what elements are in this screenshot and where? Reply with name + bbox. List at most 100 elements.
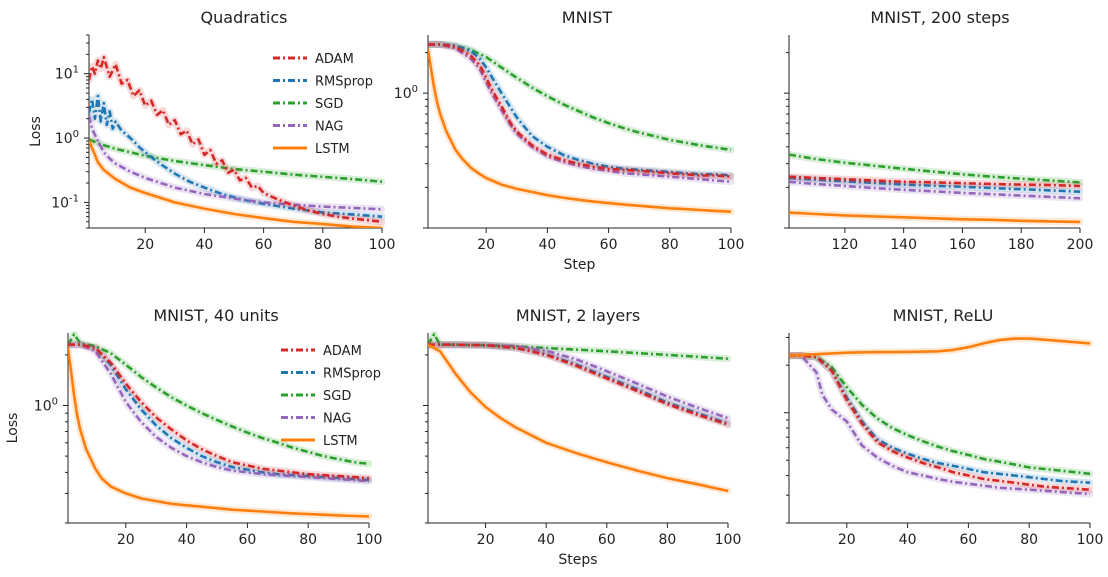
series-line-nag [428, 43, 732, 184]
series-band-adam [89, 53, 385, 226]
legend: ADAM RMSprop SGD NAG LSTM [281, 344, 381, 449]
series-line-sgd [428, 333, 729, 360]
y-tick-exponent: 0 [73, 129, 79, 140]
series-group [428, 40, 734, 216]
legend-label-sgd: SGD [323, 389, 351, 404]
x-tick-label: 100 [1077, 532, 1104, 548]
series-line-nag [89, 115, 383, 211]
panel-2: MNIST 20 40 60 80 100 100 Step [394, 8, 745, 273]
y-tick-exponent: 0 [52, 397, 58, 408]
x-tick-label: 80 [299, 532, 317, 548]
series-line-adam [789, 175, 1081, 188]
series-line-adam [68, 343, 370, 480]
legend-label-adam: ADAM [315, 52, 354, 67]
series-group [428, 330, 731, 495]
legend: ADAM RMSprop SGD NAG LSTM [273, 52, 373, 157]
x-tick-label: 40 [899, 532, 917, 548]
y-tick-exponent: -1 [69, 193, 79, 204]
x-tick-label: 60 [600, 237, 618, 253]
panel-title: MNIST, ReLU [893, 306, 994, 325]
panel-6: MNIST, ReLU 20 40 60 80 100 [784, 306, 1103, 548]
y-tick-exponent: 0 [412, 84, 418, 95]
x-axis-label: Steps [558, 552, 597, 568]
x-tick-label: 140 [890, 237, 917, 253]
y-tick-label: 100 [34, 397, 58, 415]
x-tick-label: 120 [831, 237, 858, 253]
series-group [68, 330, 372, 520]
panel-4: MNIST, 40 units 20 40 60 80 100 100 Loss ADAM RMS… [5, 306, 382, 548]
x-tick-label: 60 [598, 532, 616, 548]
series-group [789, 151, 1083, 226]
series-line-lstm [89, 140, 383, 228]
legend-label-adam: ADAM [323, 344, 362, 359]
series-line-rmsprop [789, 354, 1091, 484]
series-line-nag [789, 354, 1091, 496]
legend-label-sgd: SGD [315, 97, 343, 112]
x-tick-label: 40 [178, 532, 196, 548]
panel-title: MNIST, 40 units [153, 306, 278, 325]
series-line-nag [68, 343, 370, 483]
x-tick-label: 40 [196, 237, 214, 253]
series-line-nag [789, 180, 1081, 200]
series-group [89, 53, 385, 228]
y-tick-label: 100 [55, 129, 79, 147]
x-tick-label: 100 [356, 532, 383, 548]
x-tick-label: 20 [477, 532, 495, 548]
x-tick-label: 100 [718, 237, 745, 253]
x-tick-label: 80 [314, 237, 332, 253]
x-tick-label: 60 [959, 532, 977, 548]
legend-label-rmsprop: RMSprop [315, 75, 373, 90]
legend-label-lstm: LSTM [323, 434, 358, 449]
x-tick-label: 180 [1008, 237, 1035, 253]
series-line-sgd [428, 43, 732, 152]
y-tick-label: 10-1 [51, 193, 79, 211]
series-group [789, 335, 1093, 498]
panel-title: MNIST, 200 steps [870, 8, 1009, 27]
x-tick-label: 20 [838, 532, 856, 548]
x-tick-label: 20 [477, 237, 495, 253]
panel-title: Quadratics [201, 8, 288, 27]
x-tick-label: 80 [661, 237, 679, 253]
x-tick-label: 20 [136, 237, 154, 253]
series-line-lstm [428, 49, 732, 213]
panel-title: MNIST, 2 layers [516, 306, 640, 325]
series-line-sgd [789, 153, 1081, 184]
x-tick-label: 20 [117, 532, 135, 548]
y-tick-label: 101 [55, 65, 79, 83]
series-line-sgd [789, 354, 1091, 476]
series-line-sgd [89, 138, 383, 183]
x-tick-label: 60 [238, 532, 256, 548]
x-tick-label: 80 [658, 532, 676, 548]
x-tick-label: 60 [255, 237, 273, 253]
x-axis-label: Step [564, 257, 596, 273]
legend-label-rmsprop: RMSprop [323, 367, 381, 382]
x-tick-label: 40 [538, 237, 556, 253]
panel-title: MNIST [562, 8, 613, 27]
y-tick-exponent: 1 [73, 65, 79, 76]
y-tick-label: 100 [394, 84, 418, 102]
legend-label-nag: NAG [323, 412, 351, 427]
panel-3: MNIST, 200 steps 120 140 160 180 200 [784, 8, 1093, 253]
series-line-sgd [68, 333, 370, 466]
legend-label-nag: NAG [315, 120, 343, 135]
series-line-lstm [428, 343, 729, 493]
series-line-adam [428, 343, 729, 426]
series-line-rmsprop [789, 176, 1081, 193]
series-line-adam [789, 354, 1091, 491]
series-line-rmsprop [428, 43, 732, 177]
x-tick-label: 100 [715, 532, 742, 548]
series-line-lstm [789, 337, 1091, 357]
y-axis-label: Loss [28, 116, 44, 147]
x-tick-label: 200 [1067, 237, 1094, 253]
x-tick-label: 100 [369, 237, 396, 253]
y-axis-label: Loss [5, 413, 21, 444]
x-tick-label: 80 [1020, 532, 1038, 548]
series-band-lstm [428, 46, 734, 216]
x-tick-label: 40 [537, 532, 555, 548]
series-line-lstm [68, 347, 370, 518]
series-line-adam [428, 43, 732, 178]
panel-5: MNIST, 2 layers 20 40 60 80 100 Steps [423, 306, 741, 568]
legend-label-lstm: LSTM [315, 142, 350, 157]
